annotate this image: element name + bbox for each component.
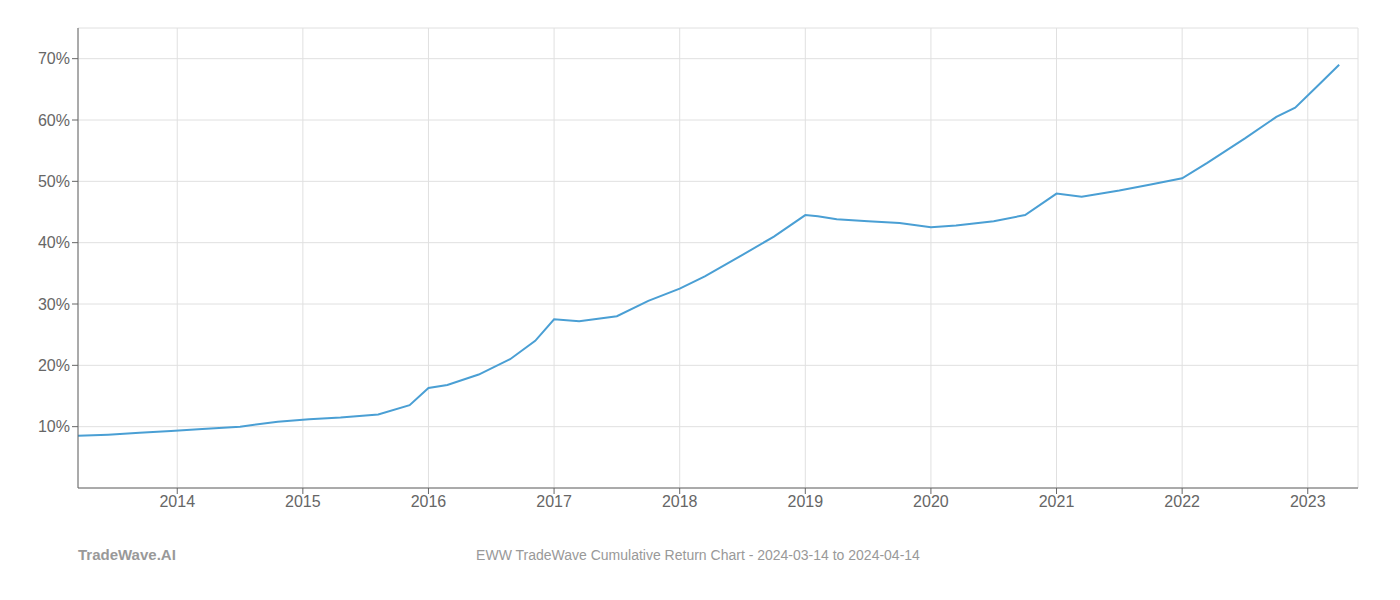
svg-text:50%: 50% (38, 173, 70, 190)
svg-text:2017: 2017 (536, 493, 572, 510)
html-text:EWW TradeWave Cumulative Retur: EWW TradeWave Cumulative Return Chart - … (476, 547, 920, 563)
html-text:TradeWave.AI: TradeWave.AI (78, 546, 176, 563)
svg-text:40%: 40% (38, 234, 70, 251)
svg-text:2022: 2022 (1164, 493, 1200, 510)
svg-text:2016: 2016 (411, 493, 447, 510)
svg-text:70%: 70% (38, 50, 70, 67)
svg-text:20%: 20% (38, 357, 70, 374)
svg-text:60%: 60% (38, 112, 70, 129)
svg-text:2015: 2015 (285, 493, 321, 510)
svg-text:2021: 2021 (1039, 493, 1075, 510)
svg-text:10%: 10% (38, 418, 70, 435)
svg-text:30%: 30% (38, 296, 70, 313)
svg-text:2014: 2014 (159, 493, 195, 510)
svg-text:2023: 2023 (1290, 493, 1326, 510)
svg-text:2019: 2019 (788, 493, 824, 510)
svg-text:2018: 2018 (662, 493, 698, 510)
svg-text:2020: 2020 (913, 493, 949, 510)
